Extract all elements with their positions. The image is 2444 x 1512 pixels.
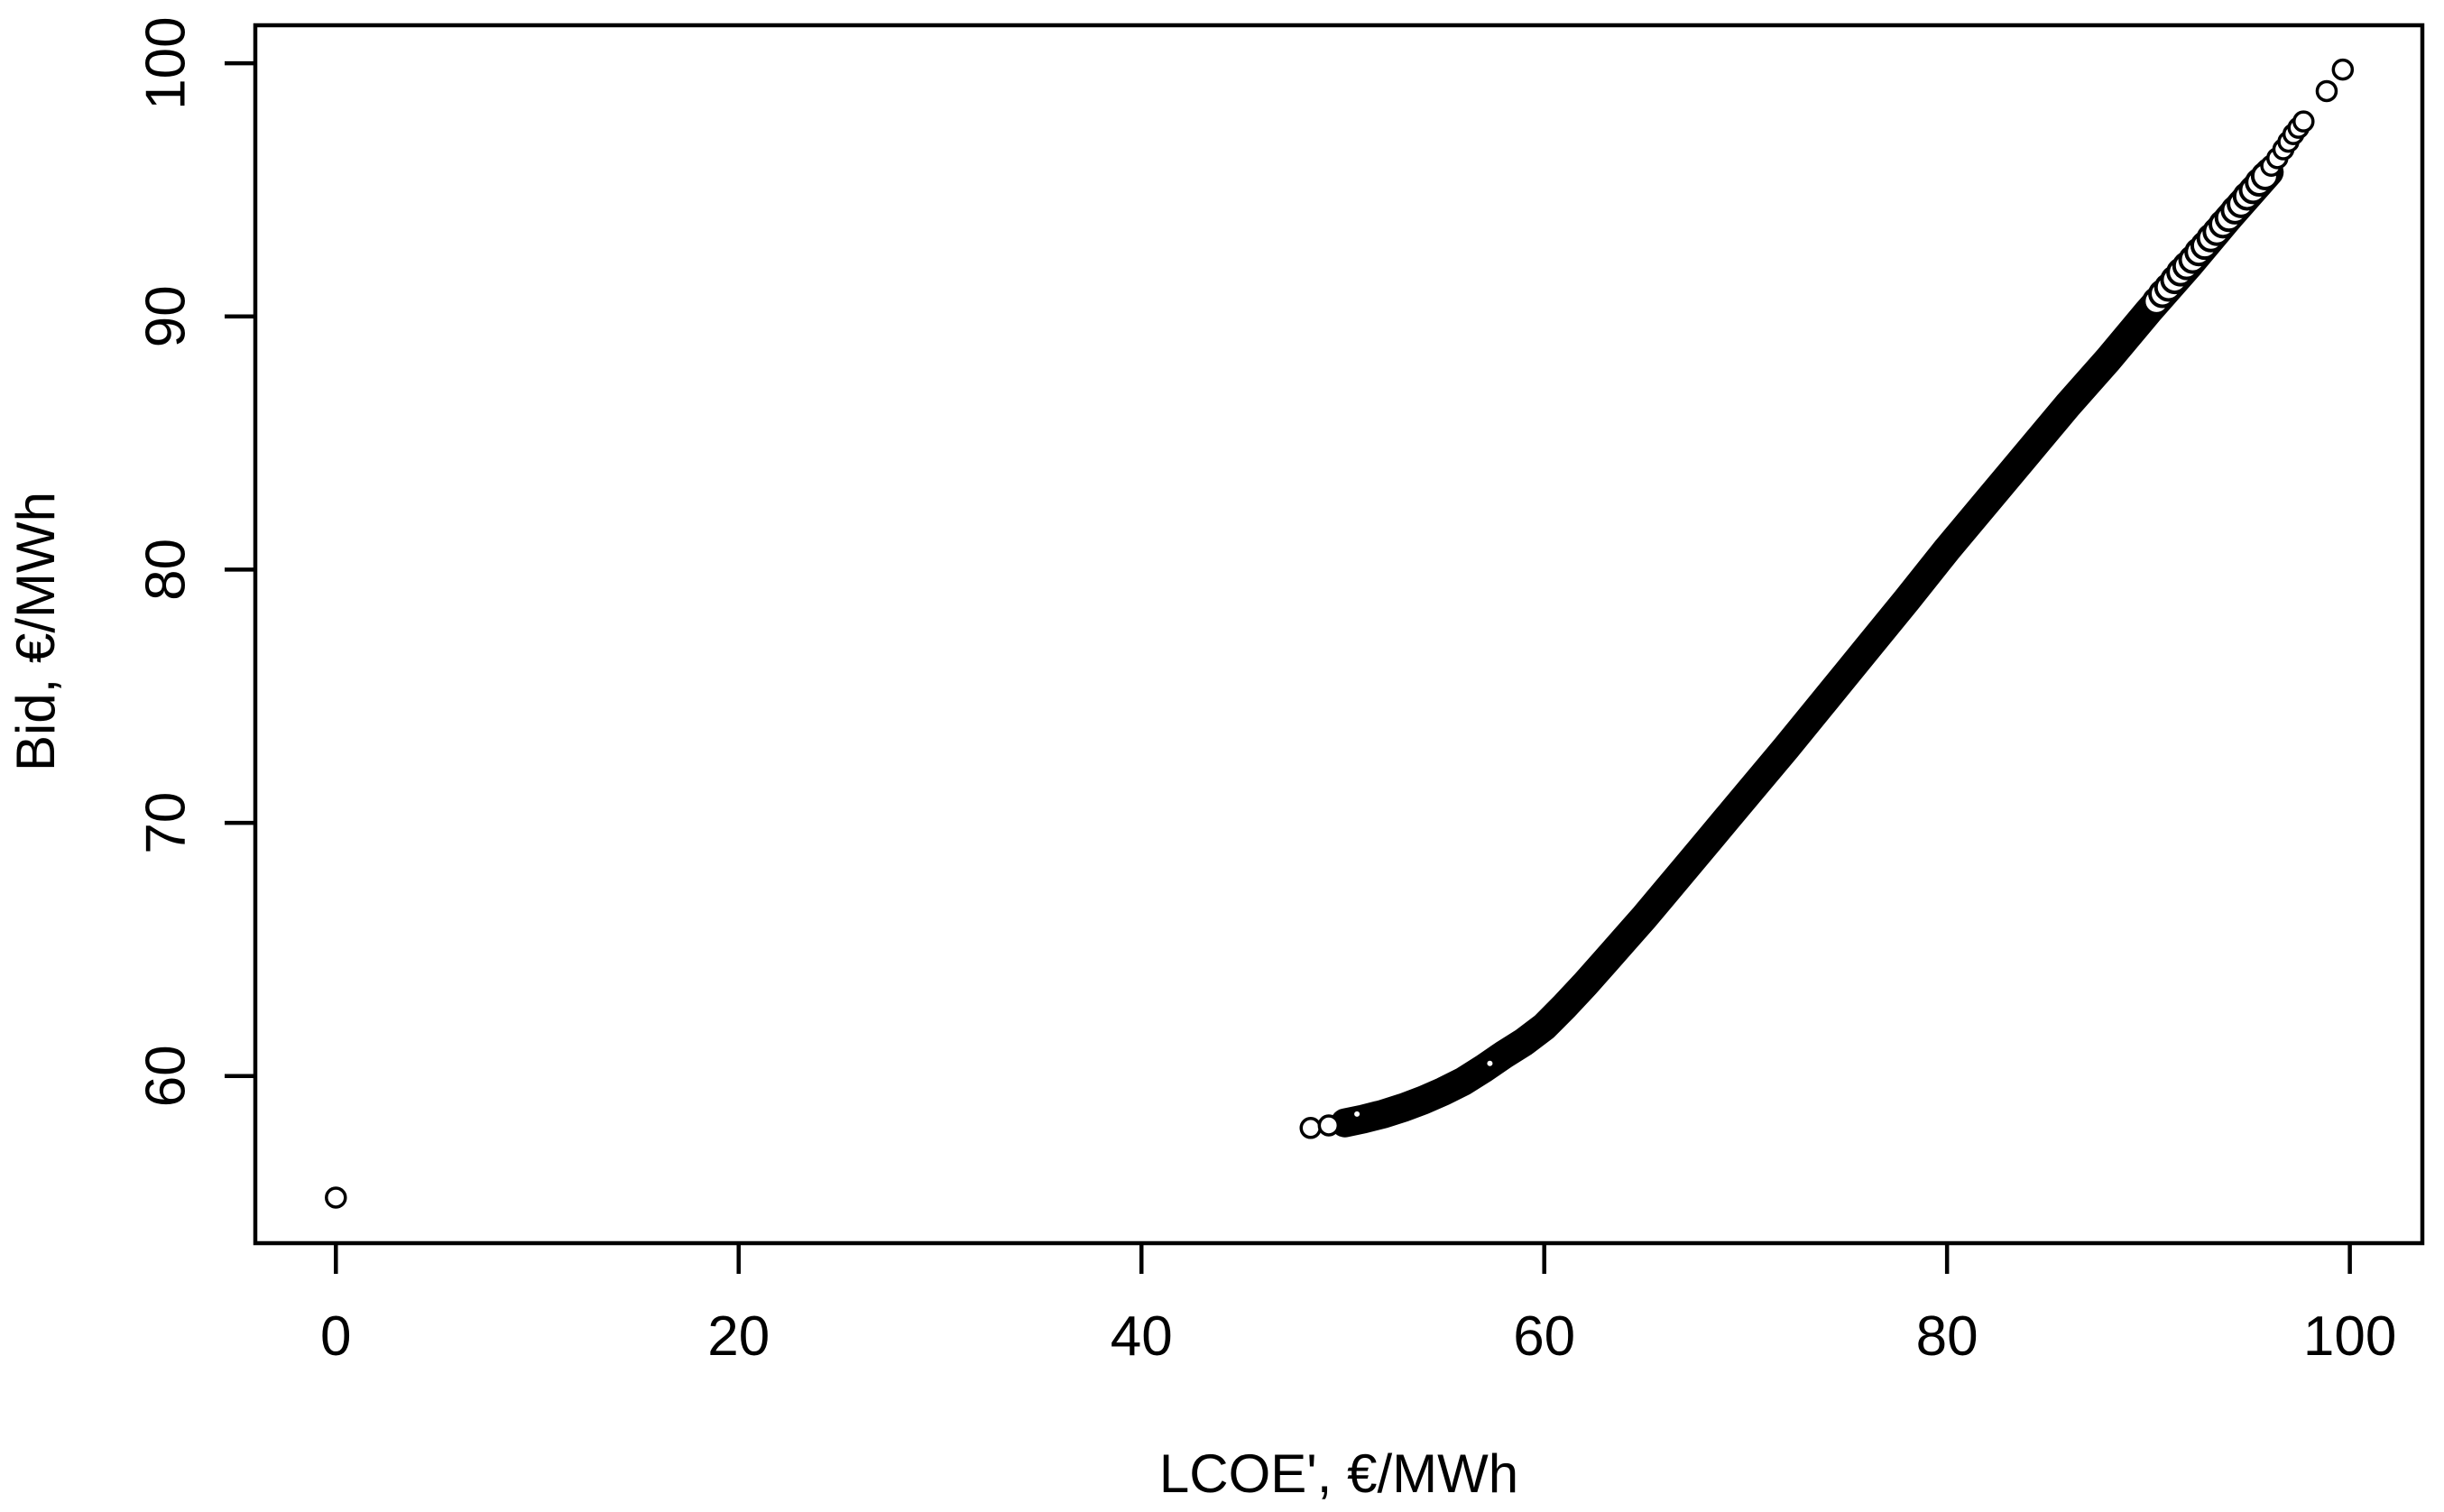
x-tick-label: 80	[1916, 1305, 1978, 1368]
x-tick-label: 0	[320, 1305, 351, 1368]
y-tick-label: 100	[135, 16, 198, 109]
scatter-point	[1299, 1117, 1322, 1139]
y-tick-label: 90	[135, 285, 198, 347]
x-tick-label: 40	[1111, 1305, 1173, 1368]
x-axis-title: LCOE', €/MWh	[1158, 1443, 1519, 1504]
x-tick-label: 60	[1513, 1305, 1575, 1368]
scatter-point	[2331, 58, 2355, 81]
y-tick-label: 70	[135, 792, 198, 854]
band-pinhole	[1354, 1111, 1360, 1117]
scatter-point	[1317, 1114, 1341, 1137]
y-tick-label: 60	[135, 1045, 198, 1107]
scatter-point	[2292, 110, 2315, 133]
x-tick-label: 100	[2303, 1305, 2396, 1368]
scatter-outlier-point	[325, 1186, 347, 1209]
scatter-point	[2315, 79, 2338, 103]
scatter-dense-band	[1330, 157, 2284, 1138]
plot-border	[253, 23, 2425, 1246]
x-tick-label: 20	[707, 1305, 770, 1368]
y-axis-title: Bid, €/MWh	[5, 491, 66, 772]
y-tick-label: 80	[135, 539, 198, 601]
band-pinhole	[1487, 1060, 1493, 1066]
